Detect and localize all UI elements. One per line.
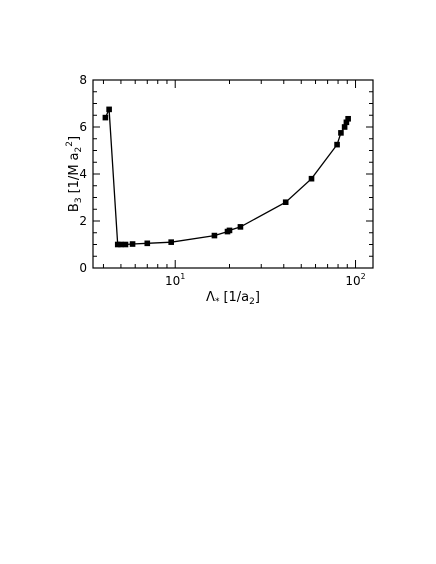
data-point — [338, 130, 344, 136]
y-tick-label: 4 — [79, 167, 87, 181]
y-tick-label: 2 — [79, 214, 87, 228]
data-point — [118, 241, 124, 248]
data-point — [282, 199, 289, 205]
x-tick-label: 102 — [345, 272, 365, 288]
x-axis-label: Λ* [1/a2] — [206, 290, 260, 307]
data-point — [345, 115, 351, 122]
data-point — [211, 232, 218, 239]
x-tick-labels: 101 102 — [165, 272, 366, 288]
data-point — [308, 175, 315, 182]
y-tick-label: 0 — [79, 261, 87, 275]
data-point — [106, 106, 112, 113]
y-tick-label: 8 — [79, 73, 87, 87]
data-point — [226, 227, 233, 234]
data-point — [343, 119, 350, 126]
y-axis-label: B3[1/Ma22] — [65, 136, 84, 212]
data-point — [341, 124, 348, 130]
data-point — [144, 240, 151, 247]
tick-marks — [93, 79, 373, 269]
data-point — [114, 241, 121, 248]
data-point — [129, 241, 136, 247]
plot-frame — [92, 79, 374, 269]
data-point — [168, 239, 174, 245]
series-markers — [102, 106, 351, 248]
x-tick-label: 101 — [165, 272, 185, 288]
y-tick-label: 6 — [79, 120, 87, 134]
y-tick-labels: 0 2 4 6 8 — [79, 73, 87, 275]
data-point — [102, 114, 109, 121]
data-point — [237, 224, 244, 230]
data-point — [334, 141, 340, 148]
data-point — [122, 241, 129, 248]
